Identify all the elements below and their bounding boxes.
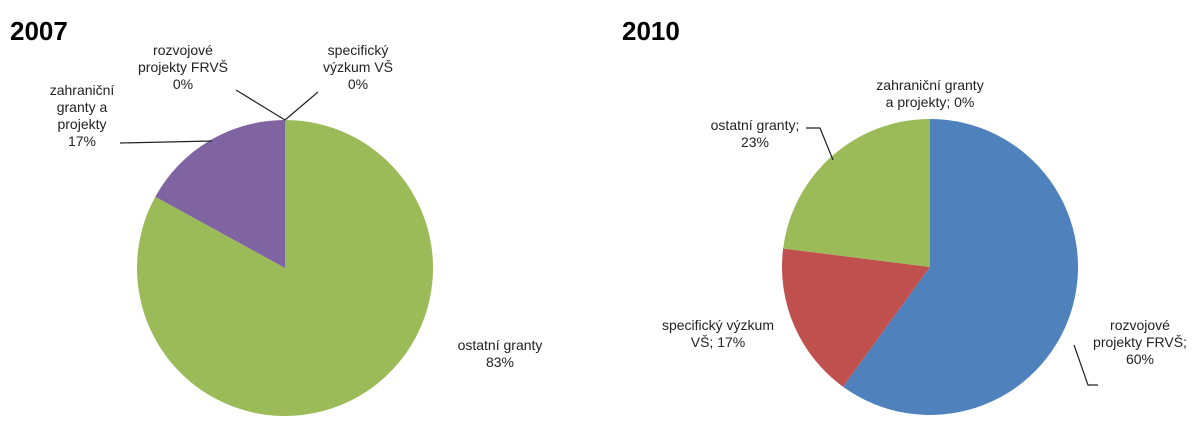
label-line: projekty FRVŠ; [1093, 334, 1187, 350]
data-label: ostatní granty; 23% [711, 117, 800, 150]
label-line: 60% [1126, 351, 1154, 367]
label-line: VŠ; 17% [691, 334, 745, 350]
label-line: 0% [173, 76, 193, 92]
data-label: rozvojové projekty FRVŠ 0% [138, 42, 228, 92]
data-label: specifický výzkum VŠ 0% [323, 42, 393, 92]
label-line: zahraniční granty [876, 77, 983, 93]
pie-slice [782, 248, 930, 387]
data-label: zahraniční granty a projekty; 0% [876, 77, 983, 110]
label-line: projekty [57, 116, 106, 132]
leader-line [235, 89, 286, 121]
label-line: rozvojové [1110, 317, 1170, 333]
label-line: 17% [68, 133, 96, 149]
label-line: výzkum VŠ [323, 59, 393, 75]
label-line: rozvojové [153, 42, 213, 58]
pie-slice [783, 119, 930, 267]
label-line: ostatní granty; [711, 117, 800, 133]
leader-line [806, 127, 834, 161]
label-line: zahraniční [50, 82, 115, 98]
label-line: specifický výzkum [662, 317, 774, 333]
chart-title: 2007 [10, 16, 68, 46]
data-label: specifický výzkum VŠ; 17% [662, 317, 774, 350]
leader-line [119, 140, 213, 144]
pie-slice [155, 120, 285, 268]
data-label: rozvojové projekty FRVŠ; 60% [1093, 317, 1187, 367]
leader-line [284, 91, 319, 121]
pie-slice [843, 119, 1078, 415]
leader-line [1073, 344, 1098, 386]
label-line: projekty FRVŠ [138, 59, 228, 75]
data-label: ostatní granty 83% [458, 337, 543, 370]
label-line: specifický [328, 42, 389, 58]
label-line: a projekty; 0% [886, 94, 975, 110]
label-line: 0% [348, 76, 368, 92]
label-line: granty a [57, 99, 108, 115]
label-line: 23% [741, 134, 769, 150]
data-label: zahraniční granty a projekty 17% [50, 82, 115, 149]
chart-title: 2010 [622, 16, 680, 46]
label-line: ostatní granty [458, 337, 543, 353]
label-line: 83% [486, 354, 514, 370]
